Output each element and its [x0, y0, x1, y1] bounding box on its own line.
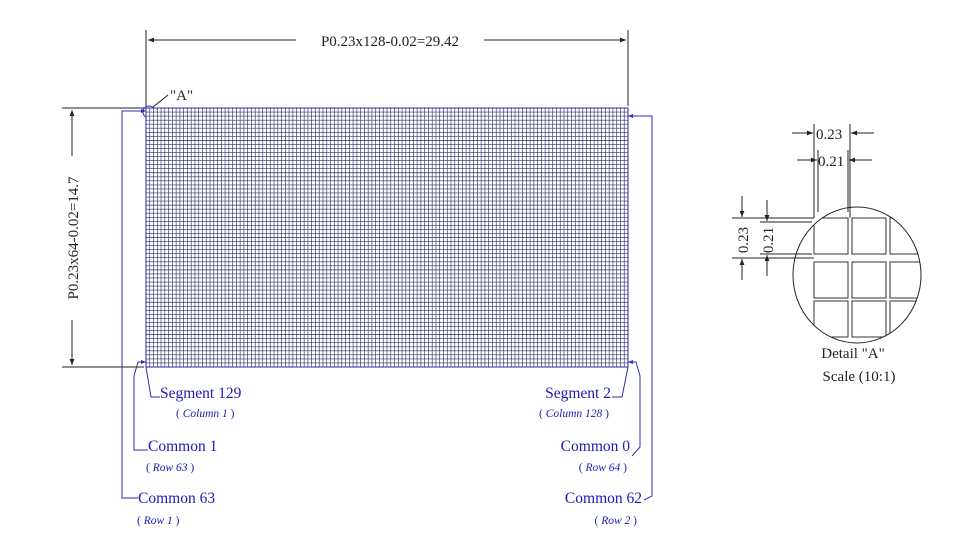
common-63-label: Common 63 — [138, 490, 215, 507]
common-1-sublabel: ( Row 63 ) — [146, 462, 194, 474]
pixel-grid — [145, 107, 629, 368]
height-dimension: P0.23x64-0.02=14.7 — [62, 107, 144, 368]
common-63-sublabel: ( Row 1 ) — [137, 515, 180, 527]
detail-scale: Scale (10:1) — [823, 369, 896, 385]
width-dimension: P0.23x128-0.02=29.42 — [145, 30, 629, 106]
segment-2-leader — [612, 366, 629, 398]
segment-2-label: Segment 2 — [545, 385, 611, 402]
detail-title: Detail "A" — [821, 346, 884, 362]
common-1-label: Common 1 — [148, 438, 217, 455]
segment-129-leader — [145, 366, 160, 398]
height-dimension-label: P0.23x64-0.02=14.7 — [66, 176, 82, 300]
common-0-leader — [628, 360, 641, 457]
common-1-leader — [133, 360, 148, 451]
right-pin-labels: Segment 2 ( Column 128 ) Common 0 ( Row … — [539, 385, 642, 527]
detail-row-pitch-label: 0.23 — [736, 227, 752, 253]
detail-pitch-label: 0.23 — [816, 127, 842, 143]
common-63-leader — [121, 109, 146, 499]
left-pin-labels: Segment 129 ( Column 1 ) Common 1 ( Row … — [137, 385, 242, 527]
detail-width-label: 0.21 — [818, 154, 844, 170]
detail-a-view: 0.23 0.21 0.23 0.21 Detail "A" Scale (10… — [732, 124, 922, 385]
detail-row-width-label: 0.21 — [761, 227, 777, 253]
segment-2-sublabel: ( Column 128 ) — [539, 408, 609, 420]
common-0-label: Common 0 — [561, 438, 631, 455]
segment-129-sublabel: ( Column 1 ) — [176, 408, 235, 420]
common-62-sublabel: ( Row 2 ) — [594, 515, 637, 527]
pin-leaders — [121, 109, 653, 501]
segment-129-label: Segment 129 — [160, 385, 242, 402]
common-62-leader — [628, 114, 653, 501]
common-62-label: Common 62 — [565, 490, 642, 507]
detail-a-marker-label: "A" — [170, 88, 193, 104]
width-dimension-label: P0.23x128-0.02=29.42 — [321, 34, 459, 50]
common-0-sublabel: ( Row 64 ) — [579, 462, 627, 474]
